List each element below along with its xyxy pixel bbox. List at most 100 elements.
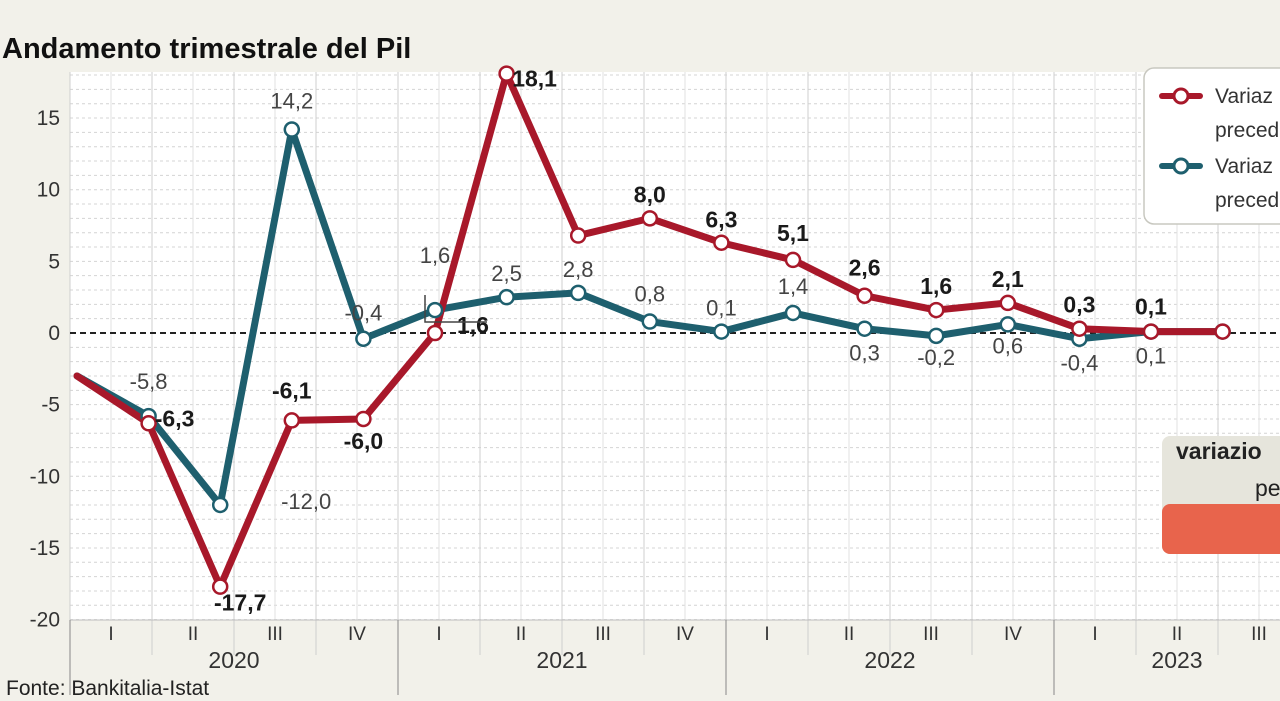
data-point	[1071, 320, 1088, 337]
data-point	[283, 121, 301, 138]
data-point	[211, 578, 229, 595]
data-label: 1,4	[778, 274, 809, 299]
data-point	[1142, 323, 1160, 340]
data-label: 0,8	[635, 282, 666, 307]
legend: Variaz preced Variaz preced	[1143, 67, 1280, 225]
data-point	[426, 301, 444, 319]
legend-label-qoq-line1: Variaz	[1215, 155, 1273, 178]
label-leader-line	[424, 295, 487, 323]
data-point	[569, 227, 587, 244]
data-point	[856, 320, 873, 337]
data-label: 2,6	[849, 255, 881, 281]
data-label: 5,1	[777, 220, 809, 246]
data-label: 6,3	[705, 207, 737, 233]
data-point	[713, 323, 730, 340]
data-label: -17,7	[214, 590, 266, 616]
quarter-tick-label: II	[188, 624, 199, 645]
y-tick-label: -5	[41, 394, 60, 417]
data-label: 8,0	[634, 181, 666, 207]
year-tick-label: 2023	[1151, 647, 1202, 673]
data-label: 1,6	[420, 243, 451, 268]
source-note: Fonte: Bankitalia-Istat	[6, 677, 209, 700]
data-point	[999, 316, 1017, 333]
data-label: -6,1	[272, 377, 312, 403]
side-note-subtitle: pe	[1255, 475, 1280, 501]
data-point	[927, 301, 945, 319]
quarter-tick-label: I	[764, 624, 769, 645]
data-point	[713, 234, 730, 251]
y-tick-label: -15	[30, 537, 60, 560]
y-axis-ticks: 15 10 5 0 -5 -10 -15 -20	[30, 107, 60, 632]
data-label: 2,8	[563, 257, 594, 282]
legend-label-yoy-line2: preced	[1215, 119, 1279, 142]
data-label: 0,6	[993, 333, 1024, 358]
data-label: 0,1	[706, 296, 737, 321]
data-point	[426, 324, 444, 342]
horizontal-gridlines	[70, 74, 1280, 621]
year-tick-label: 2020	[208, 647, 259, 673]
quarter-tick-label: II	[844, 624, 855, 645]
data-label: -0,4	[1060, 351, 1098, 376]
data-point	[641, 313, 659, 330]
data-label: 1,6	[457, 312, 489, 338]
year-tick-label: 2021	[536, 647, 587, 673]
data-label: 2,5	[491, 261, 522, 286]
year-tick-label: 2022	[864, 647, 915, 673]
data-label: -6,3	[155, 405, 195, 431]
series-layer	[73, 65, 1231, 595]
data-label: 1,6	[920, 273, 952, 299]
data-label: 0,1	[1135, 294, 1167, 320]
data-point	[784, 251, 802, 269]
quarter-tick-label: III	[1251, 624, 1267, 645]
y-tick-label: 10	[37, 179, 60, 202]
legend-box	[1143, 67, 1280, 225]
quarter-tick-label: IV	[348, 624, 366, 645]
quarter-tick-label: III	[923, 624, 939, 645]
data-label: 0,3	[1063, 292, 1095, 318]
data-point	[283, 412, 301, 429]
data-point	[856, 287, 873, 304]
data-point	[498, 288, 515, 306]
data-point	[784, 304, 802, 322]
y-tick-label: 0	[48, 322, 60, 345]
legend-marker-qoq	[1172, 157, 1190, 175]
data-point	[498, 65, 515, 82]
data-label: 0,1	[1136, 344, 1167, 369]
quarter-tick-label: I	[436, 624, 441, 645]
y-tick-label: 5	[48, 250, 60, 273]
quarter-tick-label: IV	[1004, 624, 1022, 645]
legend-marker-yoy	[1172, 87, 1190, 105]
data-label: 0,3	[849, 341, 880, 366]
quarter-tick-label: I	[1092, 624, 1097, 645]
data-label: -5,8	[130, 369, 168, 394]
data-point	[999, 294, 1017, 312]
data-point	[927, 327, 945, 345]
data-label: -0,4	[344, 301, 382, 326]
data-label: 14,2	[270, 89, 313, 114]
y-tick-label: -20	[30, 609, 60, 632]
quarter-tick-label: II	[1172, 624, 1183, 645]
quarter-tick-label: III	[595, 624, 611, 645]
side-note-badge	[1162, 504, 1280, 554]
quarter-tick-label: III	[267, 624, 283, 645]
data-labels: -5,8 -12,0 14,2 -0,4 1,6 2,5 2,8 0,8 0,1 1,4 0,3 -0…	[130, 66, 1168, 616]
data-point	[140, 415, 157, 432]
data-point	[1214, 323, 1231, 340]
quarter-tick-label: I	[108, 624, 113, 645]
data-point	[211, 496, 229, 514]
data-point	[355, 410, 372, 428]
quarter-tick-label: II	[516, 624, 527, 645]
legend-label-yoy-line1: Variaz	[1215, 85, 1273, 108]
data-label: 2,1	[992, 266, 1024, 292]
data-label: -0,2	[917, 345, 955, 370]
y-tick-label: 15	[37, 107, 60, 130]
side-note-title: variazio	[1176, 438, 1262, 464]
data-label: -6,0	[344, 428, 384, 454]
data-point	[569, 284, 587, 302]
data-point	[355, 330, 372, 347]
legend-label-qoq-line2: preced	[1215, 189, 1279, 212]
data-label: -12,0	[281, 489, 331, 514]
